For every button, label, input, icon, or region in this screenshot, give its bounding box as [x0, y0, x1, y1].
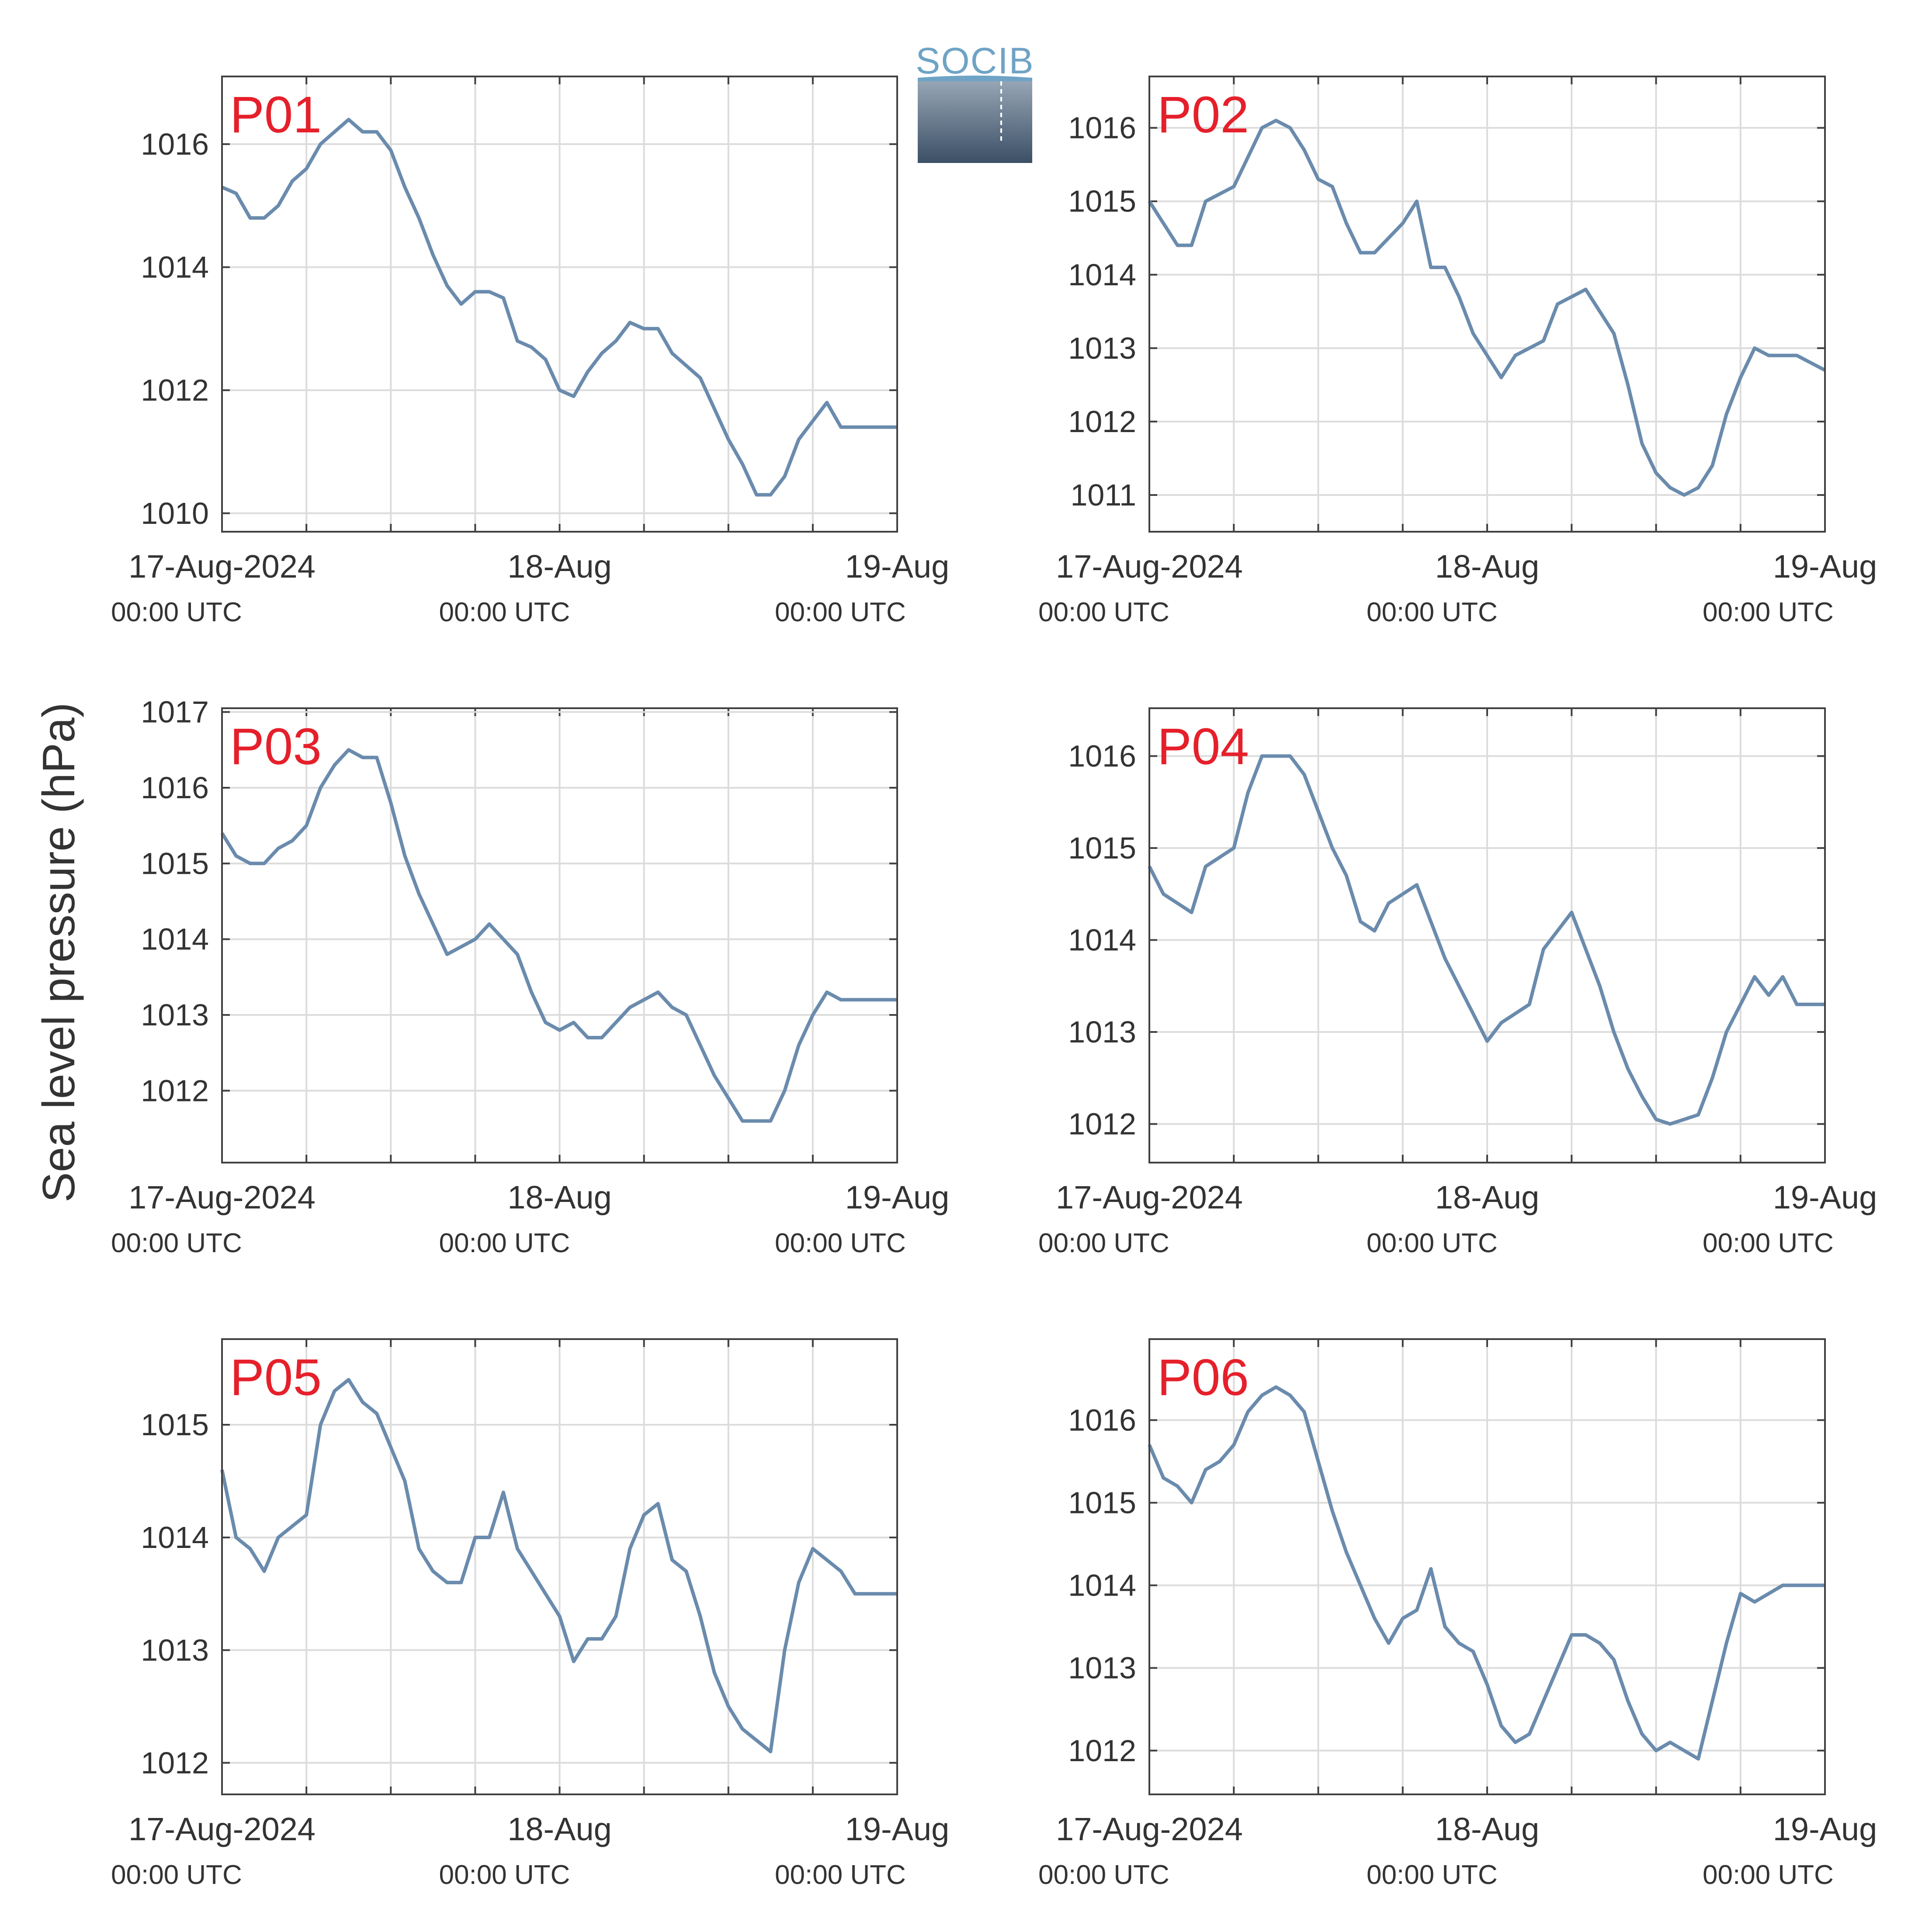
station-label: P04 — [1157, 718, 1249, 776]
x-tick-label-time: 00:00 UTC — [1703, 1228, 1834, 1258]
axes-frame — [1148, 707, 1826, 1163]
x-tick-label-time: 00:00 UTC — [1703, 1860, 1834, 1890]
chart-panel-p03: 1012 1013 1014 1015 1016 1017 P03 17-Aug-2024 00… — [111, 695, 949, 1258]
y-tick-label: 1015 — [1068, 184, 1136, 218]
x-tick-label-date: 17-Aug-2024 — [1056, 548, 1243, 585]
pressure-series-line — [221, 118, 897, 497]
x-tick-label-date: 19-Aug — [1773, 1179, 1877, 1215]
axes-frame — [1148, 76, 1826, 533]
y-tick-label: 1013 — [1068, 1015, 1136, 1049]
axes-frame — [221, 707, 898, 1163]
y-tick-label: 1012 — [1068, 1107, 1136, 1141]
station-label: P01 — [230, 86, 322, 144]
x-tick-label-time: 00:00 UTC — [439, 1228, 570, 1258]
y-tick-label: 1012 — [141, 1746, 209, 1780]
x-tick-label-time: 00:00 UTC — [439, 1860, 570, 1890]
x-tick-label-date: 17-Aug-2024 — [1056, 1179, 1243, 1215]
socib-logo-wave — [918, 76, 1032, 81]
y-tick-label: 1016 — [1068, 111, 1136, 145]
pressure-series-line — [1148, 754, 1825, 1126]
x-tick-label-date: 18-Aug — [1435, 1179, 1540, 1215]
x-tick-label-time: 00:00 UTC — [775, 597, 906, 627]
x-tick-label-time: 00:00 UTC — [1367, 1228, 1498, 1258]
y-tick-label: 1015 — [1068, 831, 1136, 865]
x-tick-label-time: 00:00 UTC — [775, 1228, 906, 1258]
socib-logo-text: SOCIB — [916, 40, 1034, 81]
y-tick-label: 1013 — [1068, 331, 1136, 365]
y-tick-label: 1014 — [141, 1520, 209, 1555]
x-tick-label-date: 19-Aug — [845, 548, 950, 585]
x-tick-label-time: 00:00 UTC — [1038, 1228, 1169, 1258]
y-tick-label: 1016 — [1068, 1403, 1136, 1437]
y-tick-label: 1014 — [141, 922, 209, 956]
station-label: P03 — [230, 718, 322, 776]
socib-logo: SOCIB — [916, 40, 1034, 163]
x-tick-label-date: 18-Aug — [1435, 1811, 1540, 1847]
x-tick-label-time: 00:00 UTC — [111, 597, 242, 627]
x-tick-label-date: 19-Aug — [1773, 1811, 1877, 1847]
x-tick-label-date: 18-Aug — [1435, 548, 1540, 585]
axes-frame — [221, 76, 898, 533]
x-tick-label-date: 17-Aug-2024 — [1056, 1811, 1243, 1847]
x-tick-label-date: 17-Aug-2024 — [128, 548, 316, 585]
pressure-series-line — [220, 1378, 897, 1753]
chart-panel-p06: 1012 1013 1014 1015 1016 P06 17-Aug-2024 00:00 … — [1038, 1338, 1877, 1890]
chart-panel-p01: 1010 1012 1014 1016 P01 17-Aug-2024 00:00 UTC 1… — [111, 76, 949, 627]
socib-logo-body — [918, 78, 1032, 163]
x-tick-label-time: 00:00 UTC — [439, 597, 570, 627]
x-tick-label-time: 00:00 UTC — [111, 1228, 242, 1258]
y-tick-label: 1014 — [141, 250, 209, 284]
y-tick-label: 1012 — [1068, 405, 1136, 439]
chart-panel-p04: 1012 1013 1014 1015 1016 P04 17-Aug-2024 00:00 … — [1038, 707, 1877, 1258]
y-tick-label: 1014 — [1068, 258, 1136, 292]
y-tick-label: 1016 — [141, 127, 209, 161]
y-tick-label: 1012 — [1068, 1734, 1136, 1768]
x-tick-label-date: 18-Aug — [507, 1179, 612, 1215]
chart-panel-p05: 1012 1013 1014 1015 P05 17-Aug-2024 00:00 UTC 1… — [111, 1338, 950, 1890]
axes-frame — [1148, 1338, 1826, 1795]
x-tick-label-date: 17-Aug-2024 — [128, 1811, 316, 1847]
pressure-series-line — [1148, 1385, 1825, 1761]
station-label: P06 — [1157, 1349, 1249, 1406]
y-tick-label: 1015 — [1068, 1485, 1136, 1520]
y-tick-label: 1017 — [141, 695, 209, 729]
y-tick-label: 1010 — [141, 496, 209, 530]
x-tick-label-time: 00:00 UTC — [1367, 1860, 1498, 1890]
y-tick-label: 1014 — [1068, 1568, 1136, 1603]
x-tick-label-date: 19-Aug — [845, 1811, 950, 1847]
y-tick-label: 1014 — [1068, 923, 1136, 957]
x-tick-label-date: 18-Aug — [507, 548, 612, 585]
x-tick-label-date: 17-Aug-2024 — [128, 1179, 316, 1215]
y-tick-label: 1012 — [141, 1073, 209, 1108]
y-tick-label: 1016 — [1068, 739, 1136, 773]
y-tick-label: 1013 — [141, 1633, 209, 1667]
y-tick-label: 1011 — [1070, 478, 1136, 512]
y-axis-label: Sea level pressure (hPa) — [34, 703, 84, 1203]
station-label: P05 — [230, 1349, 322, 1406]
x-tick-label-date: 18-Aug — [507, 1811, 612, 1847]
y-tick-label: 1015 — [141, 1408, 209, 1442]
pressure-series-line — [1148, 118, 1826, 497]
x-tick-label-time: 00:00 UTC — [111, 1860, 242, 1890]
y-tick-label: 1015 — [141, 846, 209, 880]
x-tick-label-time: 00:00 UTC — [1367, 597, 1498, 627]
x-tick-label-time: 00:00 UTC — [1038, 1860, 1169, 1890]
y-tick-label: 1016 — [141, 771, 209, 805]
station-label: P02 — [1157, 86, 1249, 144]
x-tick-label-time: 00:00 UTC — [775, 1860, 906, 1890]
axes-frame — [221, 1338, 898, 1795]
y-tick-label: 1013 — [1068, 1651, 1136, 1685]
y-tick-label: 1013 — [141, 998, 209, 1032]
x-tick-label-date: 19-Aug — [845, 1179, 950, 1215]
x-tick-label-time: 00:00 UTC — [1703, 597, 1834, 627]
x-tick-label-time: 00:00 UTC — [1038, 597, 1169, 627]
x-tick-label-date: 19-Aug — [1773, 548, 1877, 585]
y-tick-label: 1012 — [141, 373, 209, 407]
pressure-series-line — [220, 748, 897, 1123]
chart-panel-p02: 1011 1012 1013 1014 1015 1016 P02 17-Aug-2024 00… — [1038, 76, 1877, 627]
